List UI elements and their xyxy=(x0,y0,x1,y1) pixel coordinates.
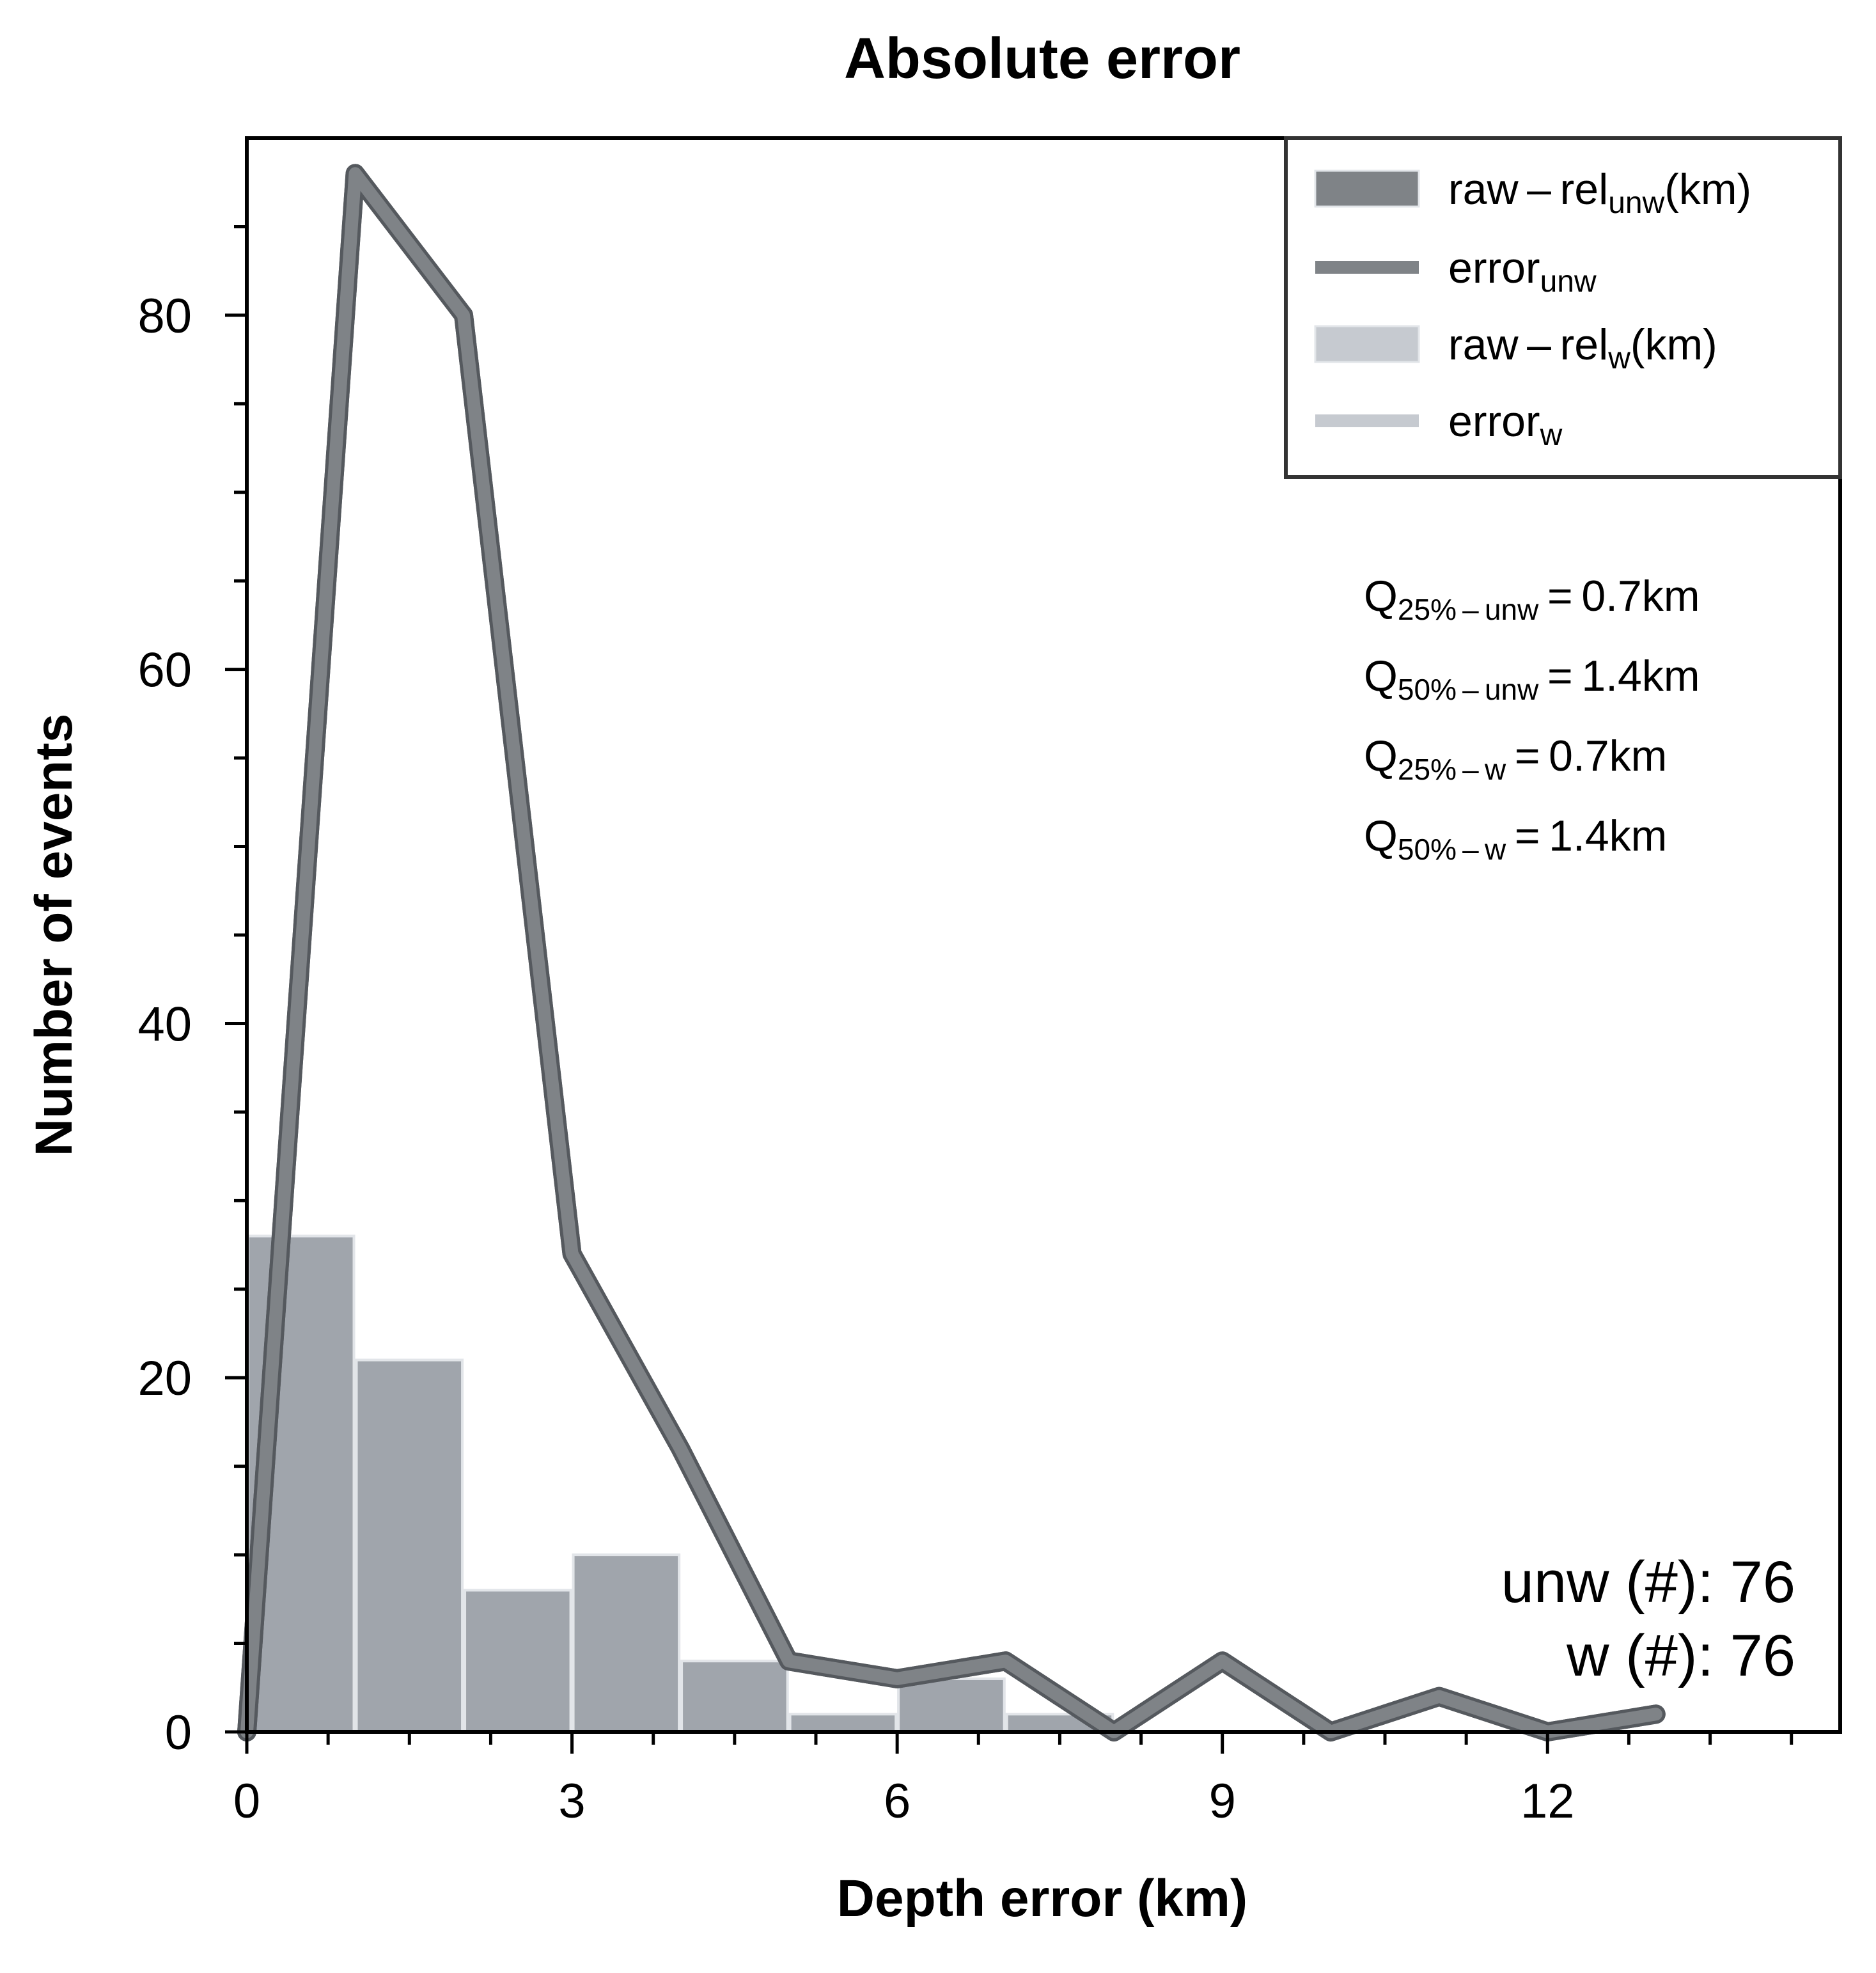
event-count-label: w (#): 76 xyxy=(1566,1623,1795,1688)
legend-label: errorw xyxy=(1448,397,1563,452)
quantile-symbol: Q xyxy=(1364,652,1398,700)
legend-label: raw – relw(km) xyxy=(1448,320,1717,375)
x-axis-title: Depth error (km) xyxy=(837,1869,1247,1928)
quantile-subscript: 25% – unw xyxy=(1398,593,1539,626)
legend-label-sub: unw xyxy=(1608,186,1664,220)
legend-label-sub: unw xyxy=(1540,265,1597,299)
chart-title: Absolute error xyxy=(844,27,1240,91)
y-tick-label: 40 xyxy=(137,997,192,1051)
quantile-symbol: Q xyxy=(1364,572,1398,620)
y-tick-label: 0 xyxy=(165,1706,192,1760)
legend-label: raw – relunw(km) xyxy=(1448,165,1751,220)
x-tick-label: 12 xyxy=(1520,1774,1575,1828)
legend-label-suffix: (km) xyxy=(1630,320,1717,369)
histogram-bar xyxy=(897,1677,1006,1734)
legend-label-main: error xyxy=(1448,397,1540,446)
event-count-label: unw (#): 76 xyxy=(1501,1550,1795,1615)
legend-label-main: raw – rel xyxy=(1448,165,1608,214)
quantile-value: = 0.7km xyxy=(1538,572,1700,620)
error-line xyxy=(240,167,1662,1738)
y-tick-label: 60 xyxy=(137,643,192,698)
quantile-label: Q50% – w = 1.4km xyxy=(1364,812,1667,866)
quantile-label: Q25% – w = 0.7km xyxy=(1364,732,1667,786)
axes: 0 3 6 9 12 0 20 40 60 80 xyxy=(137,224,1794,1828)
quantile-value: = 0.7km xyxy=(1506,732,1667,780)
error-lines xyxy=(237,164,1666,1741)
x-tick-label: 9 xyxy=(1209,1774,1236,1828)
quantile-subscript: 50% – unw xyxy=(1398,673,1539,706)
x-tick-label: 3 xyxy=(558,1774,585,1828)
legend-label-sub: w xyxy=(1540,418,1563,452)
count-annotations: unw (#): 76 w (#): 76 xyxy=(1501,1550,1795,1688)
quantile-value: = 1.4km xyxy=(1538,652,1700,700)
quantile-symbol: Q xyxy=(1364,812,1398,860)
quantile-label: Q50% – unw = 1.4km xyxy=(1364,652,1700,706)
legend-label-suffix: (km) xyxy=(1664,165,1751,214)
quantile-value: = 1.4km xyxy=(1506,812,1667,860)
quantile-label: Q25% – unw = 0.7km xyxy=(1364,572,1700,626)
legend-label-main: error xyxy=(1448,244,1540,292)
histogram-bar xyxy=(572,1553,681,1733)
y-tick-label: 80 xyxy=(137,289,192,343)
histogram-bar xyxy=(680,1660,789,1733)
x-tick-label: 6 xyxy=(884,1774,911,1828)
y-tick-label: 20 xyxy=(137,1351,192,1406)
legend-swatch xyxy=(1314,325,1420,363)
x-tick-label: 0 xyxy=(233,1774,260,1828)
histogram-bar xyxy=(355,1358,464,1734)
histogram-bar xyxy=(788,1713,898,1733)
legend-swatch xyxy=(1314,169,1420,208)
quantile-subscript: 25% – w xyxy=(1398,753,1506,786)
y-axis-title: Number of events xyxy=(25,714,83,1157)
quantile-subscript: 50% – w xyxy=(1398,833,1506,866)
legend-label-main: raw – rel xyxy=(1448,320,1608,369)
histogram-bar xyxy=(464,1589,572,1733)
quantile-symbol: Q xyxy=(1364,732,1398,780)
legend-label-sub: w xyxy=(1607,342,1630,375)
legend-label: errorunw xyxy=(1448,244,1597,299)
